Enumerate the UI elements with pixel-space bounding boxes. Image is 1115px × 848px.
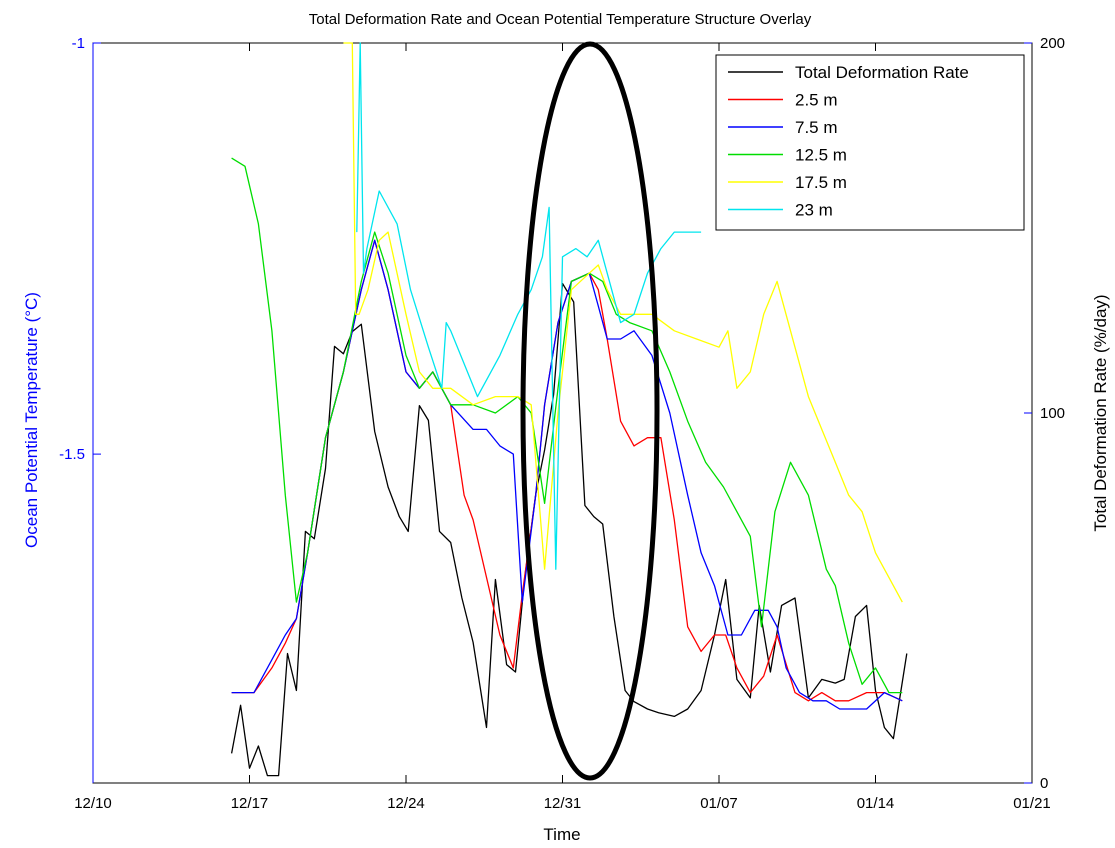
series-line-3 [231,157,903,694]
x-tick-label: 12/17 [231,795,269,812]
series-layer [230,42,908,777]
right-tick-label: 0 [1040,775,1048,792]
legend-label: 7.5 m [795,118,838,137]
x-tick-label: 12/31 [544,795,582,812]
right-axis-label: Total Deformation Rate (%/day) [1091,294,1110,531]
legend-label: Total Deformation Rate [795,63,969,82]
series-line-2 [231,239,903,710]
legend-label: 17.5 m [795,173,847,192]
x-tick-label: 12/10 [74,795,112,812]
chart-title: Total Deformation Rate and Ocean Potenti… [309,11,812,28]
left-ticks: -1 -1.5 [59,35,101,783]
x-ticks: 12/10 12/17 12/24 12/31 01/07 01/14 01/21 [74,43,1051,812]
legend-box [715,54,1025,231]
series-line-0 [230,282,908,777]
right-ticks: 200 100 0 [1024,35,1065,792]
left-tick-label: -1 [72,35,85,52]
series-line-4 [343,42,903,603]
left-tick-label: -1.5 [59,446,85,463]
x-tick-label: 01/07 [700,795,738,812]
highlight-ellipse [520,41,660,781]
right-tick-label: 100 [1040,405,1065,422]
right-tick-label: 200 [1040,35,1065,52]
series-line-5 [356,42,702,570]
x-tick-label: 12/24 [387,795,425,812]
x-tick-label: 01/14 [857,795,895,812]
x-axis-label: Time [543,825,580,844]
legend: Total Deformation Rate 2.5 m 7.5 m 12.5 m 17… [715,54,1025,231]
series-line-1 [231,239,903,702]
legend-label: 2.5 m [795,91,838,110]
left-axis-label: Ocean Potential Temperature (°C) [22,292,41,548]
x-tick-label: 01/21 [1013,795,1051,812]
legend-label: 12.5 m [795,146,847,165]
legend-label: 23 m [795,201,833,220]
